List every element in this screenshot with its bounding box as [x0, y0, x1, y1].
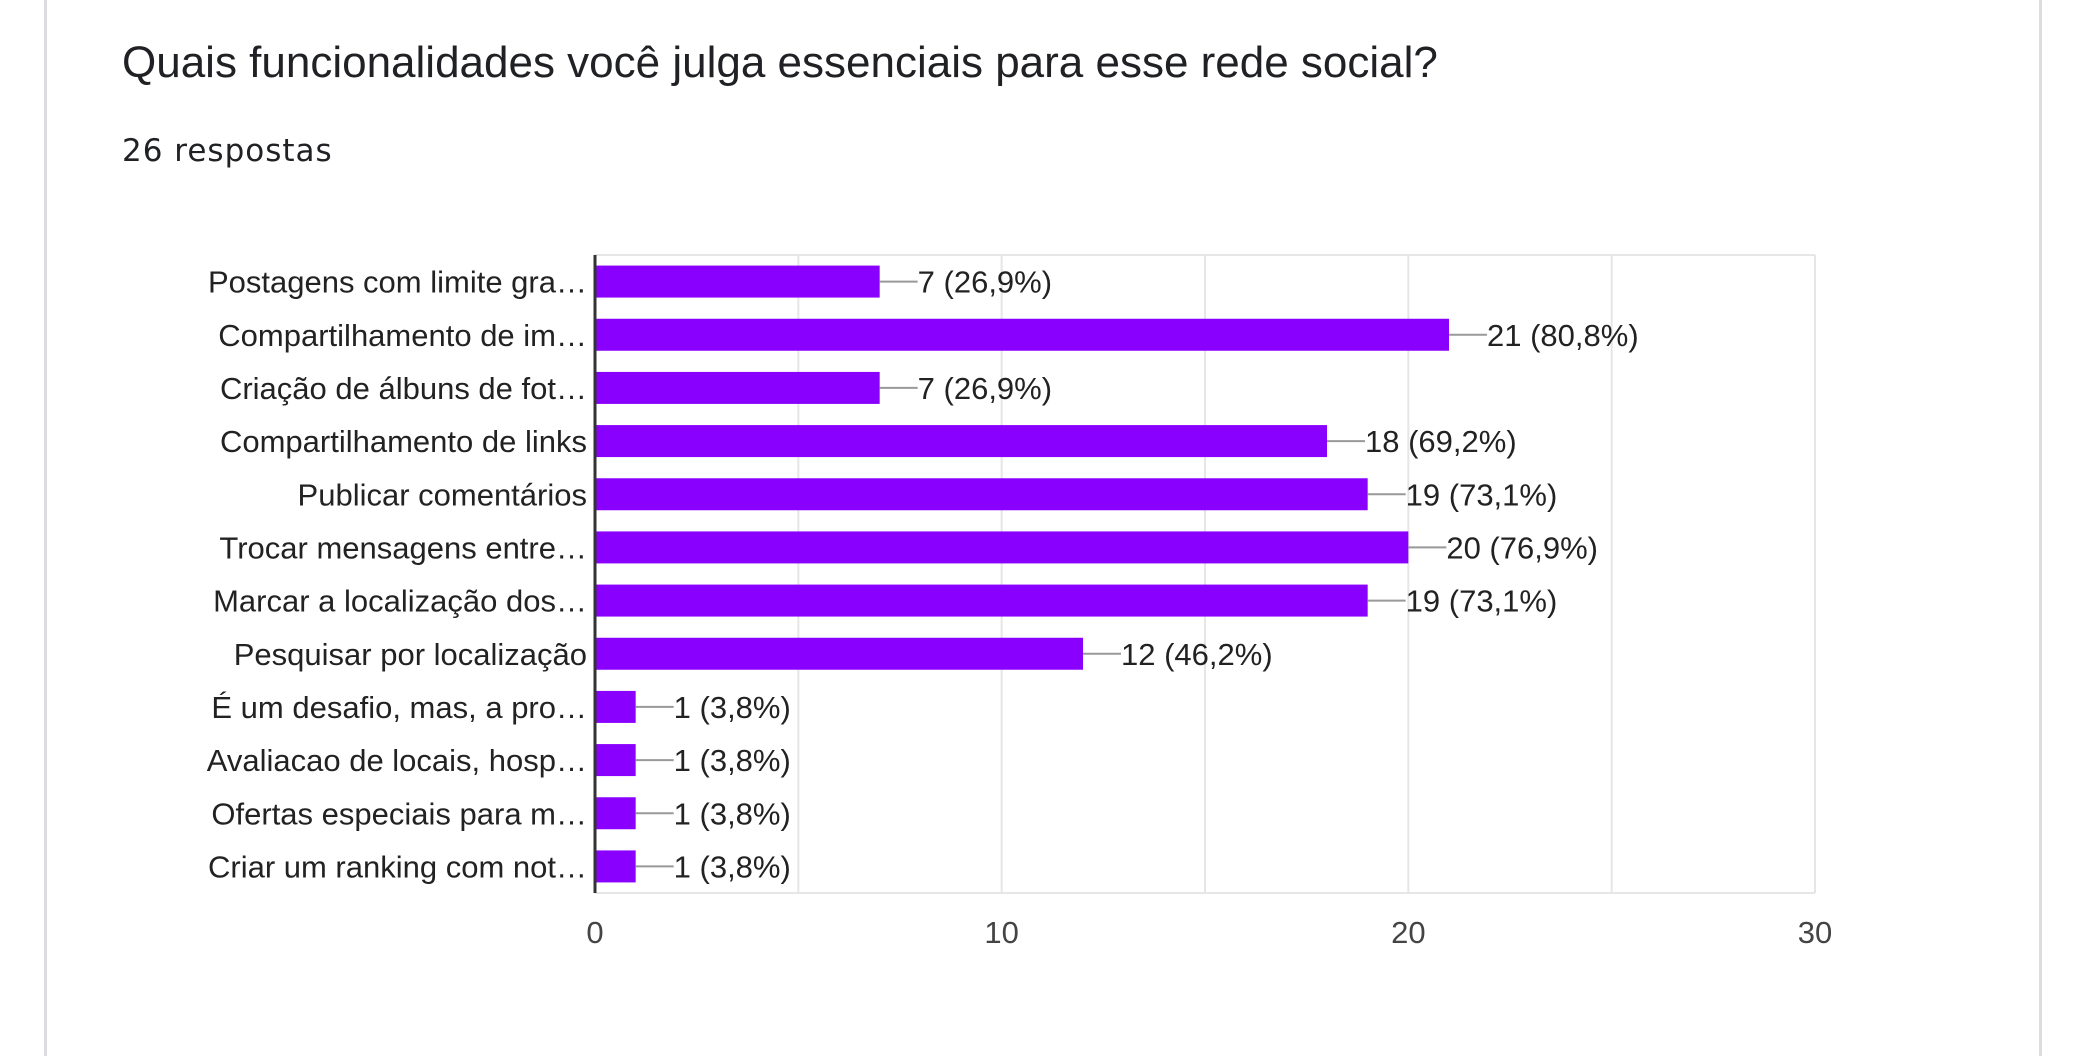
data-label: 1 (3,8%) — [674, 849, 791, 884]
category-label: Compartilhamento de im… — [218, 318, 587, 353]
category-label: Marcar a localização dos… — [213, 584, 587, 619]
data-label: 19 (73,1%) — [1406, 584, 1558, 619]
bar — [595, 265, 880, 298]
category-label: Avaliacao de locais, hosp… — [207, 743, 587, 778]
category-label: É um desafio, mas, a pro… — [211, 690, 587, 725]
data-label: 21 (80,8%) — [1487, 318, 1639, 353]
question-card — [44, 0, 2042, 1056]
data-label: 1 (3,8%) — [674, 796, 791, 831]
category-label: Criar um ranking com not… — [208, 849, 587, 884]
bar — [595, 584, 1368, 617]
bar — [595, 797, 636, 830]
data-label: 12 (46,2%) — [1121, 637, 1273, 672]
bar — [595, 531, 1409, 564]
bar — [595, 744, 636, 777]
data-label: 18 (69,2%) — [1365, 424, 1517, 459]
category-label: Criação de álbuns de fot… — [220, 371, 587, 406]
category-label: Pesquisar por localização — [234, 637, 587, 672]
category-label: Postagens com limite gra… — [208, 265, 587, 300]
data-label: 1 (3,8%) — [674, 690, 791, 725]
data-label: 20 (76,9%) — [1446, 530, 1598, 565]
data-label: 19 (73,1%) — [1406, 477, 1558, 512]
question-title: Quais funcionalidades você julga essenci… — [122, 38, 1438, 87]
bar — [595, 690, 636, 723]
category-label: Ofertas especiais para m… — [211, 796, 587, 831]
bar — [595, 850, 636, 883]
category-label: Publicar comentários — [298, 477, 587, 512]
x-tick-label: 0 — [586, 915, 603, 950]
bar — [595, 478, 1368, 511]
category-label: Trocar mensagens entre… — [219, 530, 587, 565]
x-tick-label: 30 — [1798, 915, 1832, 950]
bar — [595, 425, 1327, 458]
data-label: 1 (3,8%) — [674, 743, 791, 778]
bar — [595, 637, 1083, 670]
response-count: 26 respostas — [122, 133, 333, 169]
data-label: 7 (26,9%) — [918, 371, 1052, 406]
x-tick-label: 10 — [984, 915, 1018, 950]
bar — [595, 371, 880, 404]
data-label: 7 (26,9%) — [918, 265, 1052, 300]
x-tick-label: 20 — [1391, 915, 1425, 950]
bar — [595, 318, 1449, 351]
category-label: Compartilhamento de links — [220, 424, 587, 459]
